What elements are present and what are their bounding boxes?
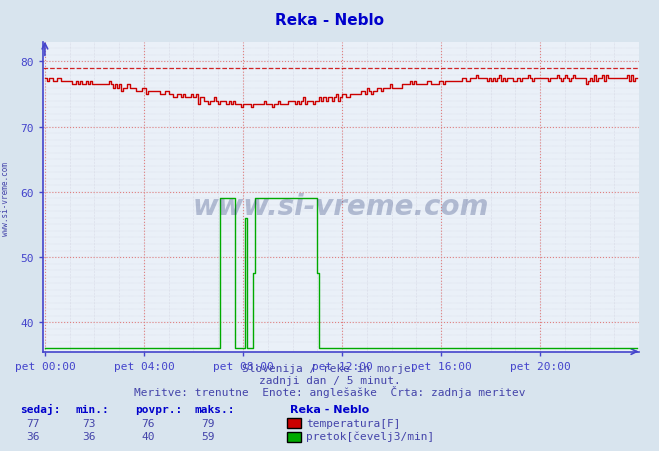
- Text: Slovenija / reke in morje.: Slovenija / reke in morje.: [242, 364, 417, 373]
- Text: sedaj:: sedaj:: [20, 404, 60, 414]
- Text: temperatura[F]: temperatura[F]: [306, 418, 401, 428]
- Text: 76: 76: [142, 418, 155, 428]
- Text: zadnji dan / 5 minut.: zadnji dan / 5 minut.: [258, 375, 401, 385]
- Text: 77: 77: [26, 418, 40, 428]
- Text: 36: 36: [26, 431, 40, 441]
- Text: 36: 36: [82, 431, 96, 441]
- Text: pretok[čevelj3/min]: pretok[čevelj3/min]: [306, 431, 435, 442]
- Text: www.si-vreme.com: www.si-vreme.com: [1, 161, 10, 235]
- Text: 59: 59: [201, 431, 214, 441]
- Text: Meritve: trenutne  Enote: anglešaške  Črta: zadnja meritev: Meritve: trenutne Enote: anglešaške Črta…: [134, 385, 525, 397]
- Text: 40: 40: [142, 431, 155, 441]
- Text: www.si-vreme.com: www.si-vreme.com: [193, 193, 489, 221]
- Text: min.:: min.:: [76, 404, 109, 414]
- Text: 79: 79: [201, 418, 214, 428]
- Text: Reka - Neblo: Reka - Neblo: [275, 13, 384, 28]
- Text: Reka - Neblo: Reka - Neblo: [290, 404, 369, 414]
- Text: povpr.:: povpr.:: [135, 404, 183, 414]
- Text: 73: 73: [82, 418, 96, 428]
- Text: maks.:: maks.:: [194, 404, 235, 414]
